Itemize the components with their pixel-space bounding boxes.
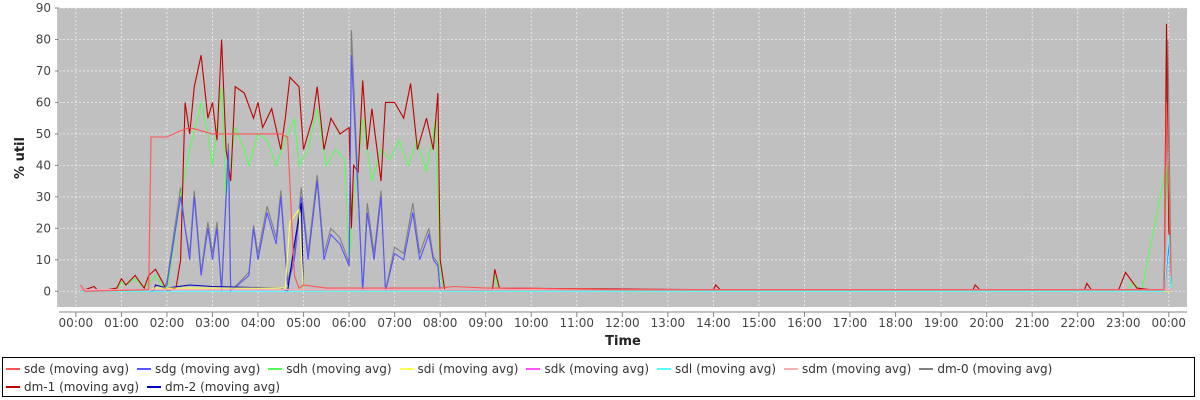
x-tick-label: 23:00 — [1106, 316, 1141, 330]
x-tick-label: 13:00 — [651, 316, 686, 330]
legend-swatch — [657, 368, 672, 370]
y-tick-label: 50 — [36, 127, 51, 141]
series-line-sdh — [80, 86, 1172, 293]
y-tick-label: 10 — [36, 253, 51, 267]
y-tick-label: 0 — [43, 284, 51, 298]
x-tick-label: 15:00 — [742, 316, 777, 330]
x-tick-label: 22:00 — [1060, 316, 1095, 330]
x-tick-label: 11:00 — [559, 316, 594, 330]
legend-label: dm-0 (moving avg) — [937, 362, 1053, 376]
y-tick-label: 80 — [36, 32, 51, 46]
x-tick-label: 18:00 — [878, 316, 913, 330]
x-tick-label: 01:00 — [104, 316, 139, 330]
x-tick-label: 03:00 — [195, 316, 230, 330]
x-tick-label: 08:00 — [423, 316, 458, 330]
legend-item: sdk (moving avg) — [526, 360, 649, 378]
legend-swatch — [137, 368, 152, 370]
legend-swatch — [147, 386, 162, 388]
y-tick-label: 90 — [36, 1, 51, 15]
y-tick-label: 40 — [36, 158, 51, 172]
legend-swatch — [784, 368, 799, 370]
legend-label: sdk (moving avg) — [544, 362, 650, 376]
x-tick-label: 00:00 — [59, 316, 94, 330]
legend-item: sde (moving avg) — [6, 360, 129, 378]
legend-label: sdh (moving avg) — [286, 362, 392, 376]
y-tick-label: 30 — [36, 190, 51, 204]
legend-item: sdl (moving avg) — [657, 360, 776, 378]
chart-svg: 0 10 20 30 40 50 60 70 80 90 00:00 01:00 02:00 03:00 0… — [13, 1, 1187, 349]
x-tick-label: 04:00 — [241, 316, 276, 330]
y-axis-label: % util — [13, 137, 28, 179]
legend-label: sde (moving avg) — [24, 362, 130, 376]
legend-item: sdh (moving avg) — [268, 360, 392, 378]
legend-label: sdm (moving avg) — [802, 362, 912, 376]
y-tick-label: 20 — [36, 221, 51, 235]
legend-item: dm-1 (moving avg) — [6, 378, 139, 396]
series-line-dm-2 — [80, 203, 1172, 293]
legend-item: dm-0 (moving avg) — [919, 360, 1052, 378]
x-tick-label: 14:00 — [696, 316, 731, 330]
x-tick-label: 02:00 — [150, 316, 185, 330]
legend-label: sdg (moving avg) — [155, 362, 261, 376]
x-tick-label: 19:00 — [924, 316, 959, 330]
legend-label: sdl (moving avg) — [675, 362, 777, 376]
x-tick-label: 06:00 — [332, 316, 367, 330]
x-tick-label: 20:00 — [969, 316, 1004, 330]
legend-item: dm-2 (moving avg) — [147, 378, 280, 396]
legend-swatch — [6, 386, 20, 388]
x-tick-label: 17:00 — [833, 316, 868, 330]
x-tick-label: 21:00 — [1015, 316, 1050, 330]
legend-item: sdi (moving avg) — [399, 360, 519, 378]
series-line-sdg — [80, 55, 1172, 293]
series-line-sde — [79, 102, 1172, 292]
series-line-sdl — [80, 234, 1172, 292]
x-tick-label: 05:00 — [286, 316, 321, 330]
legend-swatch — [6, 368, 20, 370]
x-axis-label: Time — [605, 334, 641, 349]
legend-label: dm-2 (moving avg) — [165, 380, 281, 394]
x-tick-label: 16:00 — [787, 316, 822, 330]
y-tick-label: 70 — [36, 64, 51, 78]
legend-swatch — [919, 368, 934, 370]
x-tick-label: 09:00 — [468, 316, 503, 330]
legend-item: sdm (moving avg) — [784, 360, 911, 378]
x-tick-label: 10:00 — [514, 316, 549, 330]
legend-label: sdi (moving avg) — [417, 362, 519, 376]
x-tick-label: 00:00 — [1151, 316, 1186, 330]
legend-label: dm-1 (moving avg) — [24, 380, 140, 394]
x-tick-label: 12:00 — [605, 316, 640, 330]
legend-item: sdg (moving avg) — [137, 360, 260, 378]
y-tick-label: 60 — [36, 95, 51, 109]
legend-swatch — [526, 368, 541, 370]
legend-swatch — [268, 368, 283, 370]
x-tick-label: 07:00 — [377, 316, 412, 330]
legend-swatch — [399, 368, 414, 370]
legend: sde (moving avg) sdg (moving avg) sdh (mov… — [2, 357, 1195, 397]
series-line-dm-0 — [80, 29, 1172, 293]
